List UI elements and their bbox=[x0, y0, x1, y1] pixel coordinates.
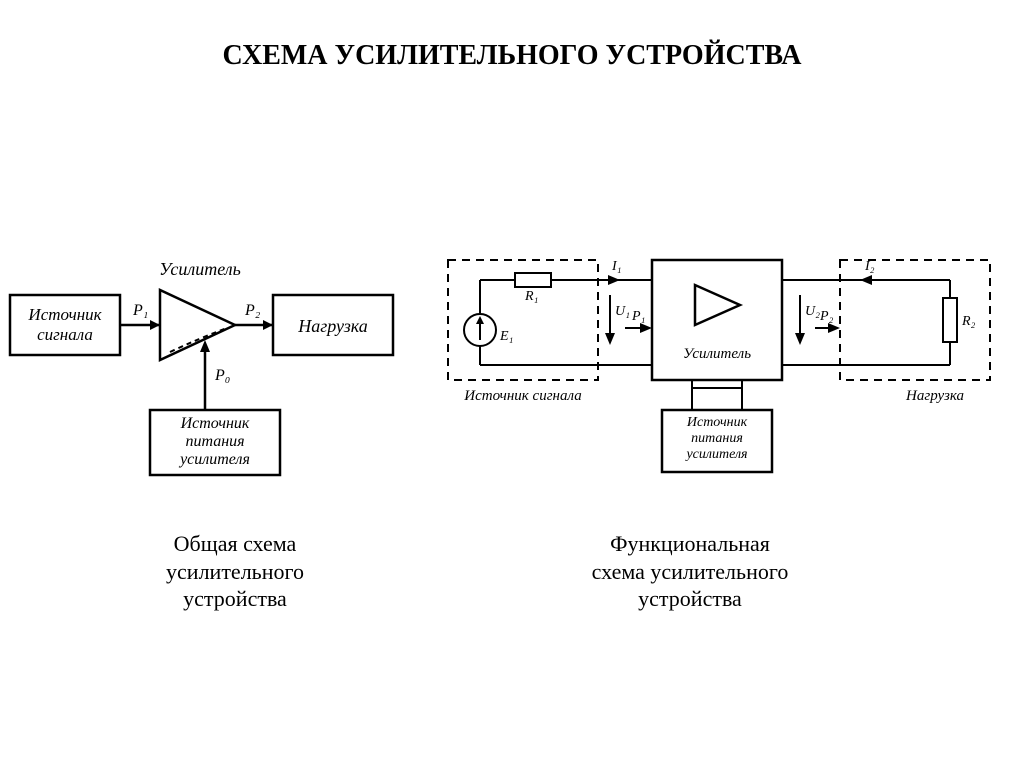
power-label-3: усилителя bbox=[178, 451, 250, 468]
r1-resistor-icon bbox=[515, 273, 551, 287]
power-r-l1: Источник bbox=[686, 415, 748, 430]
label-p1: P₁ bbox=[132, 302, 148, 319]
load-box-label: Нагрузка bbox=[905, 388, 964, 404]
u2-arrowhead bbox=[795, 333, 805, 345]
left-caption-l2: усилительного bbox=[105, 558, 365, 586]
right-caption-l3: устройства bbox=[540, 585, 840, 613]
power-r-l2: питания bbox=[691, 431, 743, 446]
right-caption-l2: схема усилительного bbox=[540, 558, 840, 586]
p2-arrowhead bbox=[828, 323, 840, 333]
label-r2: R₂ bbox=[961, 314, 976, 329]
label-p2: P₂ bbox=[244, 302, 261, 319]
right-caption-l1: Функциональная bbox=[540, 530, 840, 558]
source-label-1: Источник bbox=[27, 305, 102, 324]
src-box-label: Источник сигнала bbox=[463, 388, 581, 404]
amp-triangle bbox=[160, 290, 235, 360]
right-diagram: Источник сигнала E₁ R₁ I₁ U₁ P₁ Усилител… bbox=[440, 240, 1020, 520]
label-u1: U₁ bbox=[615, 304, 630, 319]
power-r-l3: усилителя bbox=[684, 447, 747, 462]
left-caption-l1: Общая схема bbox=[105, 530, 365, 558]
left-caption: Общая схема усилительного устройства bbox=[105, 530, 365, 613]
arrow-amp-load bbox=[263, 320, 273, 330]
amp-tri-icon bbox=[695, 285, 740, 325]
left-diagram: Источник сигнала P₁ Усилитель P₂ Нагрузк… bbox=[5, 240, 435, 520]
src-dashed-box bbox=[448, 260, 598, 380]
label-p0: P₀ bbox=[214, 367, 230, 384]
p1-arrowhead bbox=[640, 323, 652, 333]
u1-arrowhead bbox=[605, 333, 615, 345]
r2-resistor-icon bbox=[943, 298, 957, 342]
source-label-2: сигнала bbox=[37, 325, 93, 344]
label-i1: I₁ bbox=[611, 259, 622, 274]
label-p2r: P₂ bbox=[819, 309, 834, 324]
source-e1-arrowhead bbox=[476, 316, 484, 324]
left-caption-l3: устройства bbox=[105, 585, 365, 613]
power-label-2: питания bbox=[185, 433, 244, 450]
label-e1: E₁ bbox=[499, 329, 513, 344]
label-u2: U₂ bbox=[805, 304, 820, 319]
amp-box bbox=[652, 260, 782, 380]
amp-title: Усилитель bbox=[159, 259, 241, 279]
amp-box-label: Усилитель bbox=[683, 346, 751, 362]
label-p1r: P₁ bbox=[631, 309, 645, 324]
label-r1: R₁ bbox=[524, 289, 538, 304]
load-label: Нагрузка bbox=[297, 316, 368, 336]
page-title: СХЕМА УСИЛИТЕЛЬНОГО УСТРОЙСТВА bbox=[0, 40, 1024, 72]
arrow-src-amp bbox=[150, 320, 160, 330]
label-i2: I₂ bbox=[864, 259, 875, 274]
power-label-1: Источник bbox=[180, 415, 250, 432]
right-caption: Функциональная схема усилительного устро… bbox=[540, 530, 840, 613]
